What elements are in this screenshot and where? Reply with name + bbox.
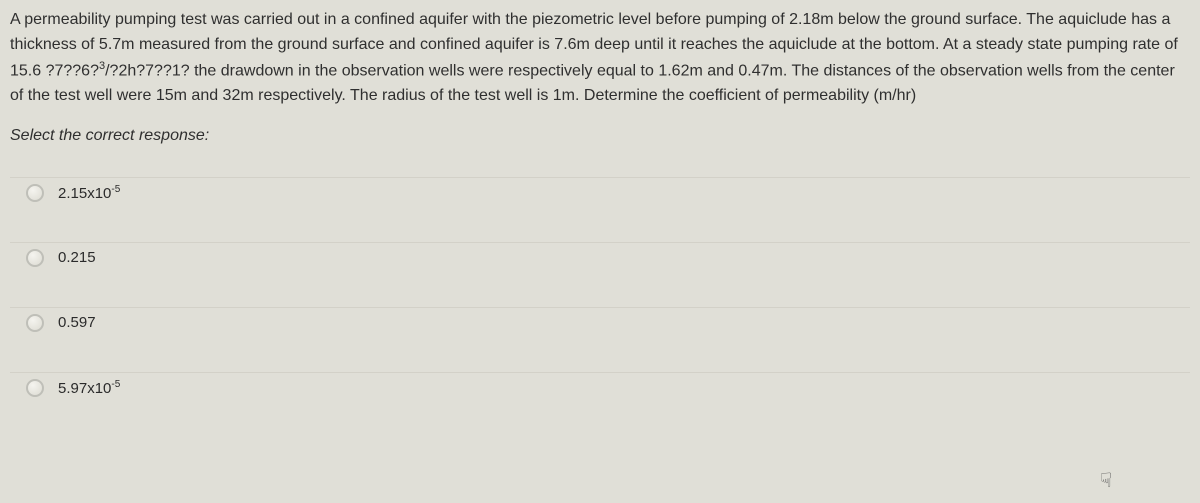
question-text: A permeability pumping test was carried … — [10, 8, 1190, 109]
question-page: A permeability pumping test was carried … — [0, 0, 1200, 413]
radio-icon[interactable] — [26, 379, 44, 397]
option-label: 2.15x10-5 — [58, 184, 120, 202]
option-label: 0.215 — [58, 249, 96, 266]
option-a[interactable]: 2.15x10-5 — [10, 177, 1190, 208]
options-group: 2.15x10-5 0.215 0.597 5.97x10-5 — [10, 177, 1190, 403]
pointer-cursor-icon: ☟ — [1100, 468, 1112, 493]
radio-icon[interactable] — [26, 184, 44, 202]
option-label: 5.97x10-5 — [58, 379, 120, 397]
radio-icon[interactable] — [26, 249, 44, 267]
select-prompt: Select the correct response: — [10, 127, 1190, 145]
option-b[interactable]: 0.215 — [10, 242, 1190, 273]
option-d[interactable]: 5.97x10-5 — [10, 372, 1190, 403]
option-label: 0.597 — [58, 314, 96, 331]
radio-icon[interactable] — [26, 314, 44, 332]
option-c[interactable]: 0.597 — [10, 307, 1190, 338]
